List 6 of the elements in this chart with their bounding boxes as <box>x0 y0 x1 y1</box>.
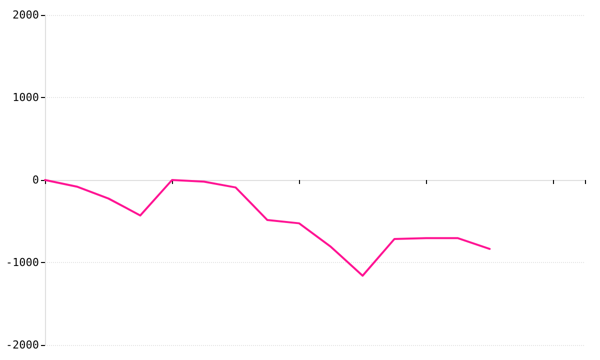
y-tick-label: -1000 <box>6 256 39 269</box>
y-tick-label: -2000 <box>6 338 39 352</box>
line-series <box>44 179 491 277</box>
y-tick-label: 0 <box>32 174 39 186</box>
y-tick-label: 2000 <box>12 8 39 22</box>
y-tick-label: 1000 <box>12 91 39 104</box>
